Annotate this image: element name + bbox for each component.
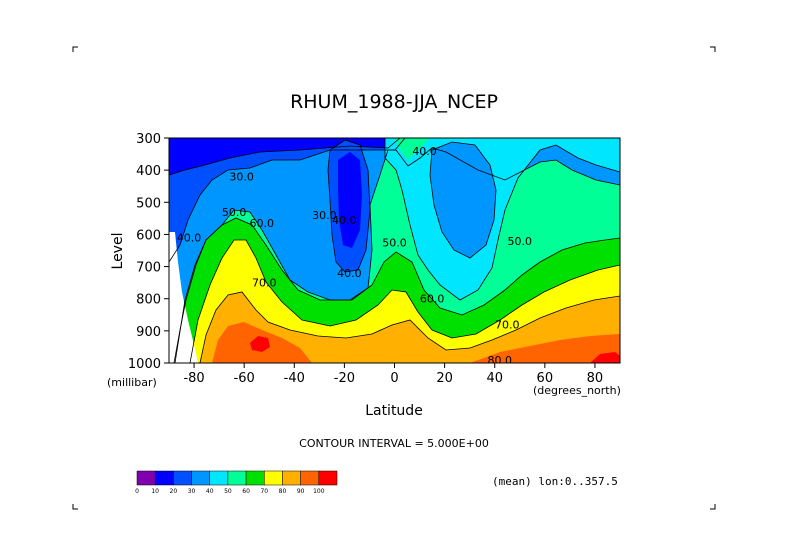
contour-label: 50.0 bbox=[508, 235, 533, 248]
band-10-20-sh bbox=[338, 152, 362, 248]
corner-marks bbox=[72, 46, 716, 510]
band-20-30-nh bbox=[430, 142, 496, 258]
colorbar-label: 50 bbox=[224, 488, 232, 495]
colorbar-swatch bbox=[154, 470, 174, 486]
contour-label: 30.0 bbox=[312, 209, 337, 222]
x-tick-label: -60 bbox=[234, 371, 255, 386]
colorbar-label: 90 bbox=[297, 488, 305, 495]
contour-label: 70.0 bbox=[252, 277, 277, 290]
contour-label: 50.0 bbox=[382, 236, 407, 249]
band-90-100-nh bbox=[470, 334, 620, 363]
contour-interval-text: CONTOUR INTERVAL = 5.000E+00 bbox=[299, 437, 489, 450]
colorbar-label: 80 bbox=[279, 488, 287, 495]
y-tick-label: 800 bbox=[136, 293, 161, 308]
colorbar-swatch bbox=[300, 470, 320, 486]
colorbar-swatch bbox=[136, 470, 156, 486]
footnote-mean-lon: (mean) lon:0..357.5 bbox=[492, 475, 618, 488]
x-tick-label: -20 bbox=[334, 371, 355, 386]
contour-label: 70.0 bbox=[495, 318, 520, 331]
colorbar-label: 10 bbox=[151, 488, 159, 495]
y-tick-label: 600 bbox=[136, 228, 161, 243]
contour-label: 50.0 bbox=[222, 206, 247, 219]
y-tick-label: 500 bbox=[136, 196, 161, 211]
x-tick-label: 20 bbox=[436, 371, 453, 386]
band-20-30 bbox=[169, 138, 620, 363]
colorbar-label: 0 bbox=[135, 488, 139, 495]
y-tick-label: 700 bbox=[136, 261, 161, 276]
band-max-sh bbox=[250, 336, 270, 352]
x-tick-label: 80 bbox=[587, 371, 604, 386]
x-tick-label: -80 bbox=[183, 371, 204, 386]
y-tick-label: 1000 bbox=[128, 357, 161, 372]
colorbar-swatch bbox=[282, 470, 301, 486]
y-axis: 300 400 500 600 700 800 900 1000 bbox=[128, 132, 169, 372]
chart-title: RHUM_1988-JJA_NCEP bbox=[290, 91, 498, 113]
y-tick-label: 900 bbox=[136, 325, 161, 340]
x-tick-label: 60 bbox=[537, 371, 554, 386]
contour-label: 40.0 bbox=[337, 267, 362, 280]
contour-label: 60.0 bbox=[249, 217, 274, 230]
contour-field: 40.030.050.040.060.070.030.040.040.050.0… bbox=[169, 138, 620, 367]
y-tick-label: 300 bbox=[136, 132, 161, 147]
colorbar-label: 20 bbox=[170, 488, 178, 495]
band-40-50-equator bbox=[395, 138, 430, 160]
colorbar: 0 10 20 30 40 50 60 70 80 90 100 bbox=[135, 470, 338, 495]
colorbar-swatch bbox=[318, 470, 338, 486]
y-tick-label: 400 bbox=[136, 164, 161, 179]
x-tick-label: 40 bbox=[486, 371, 503, 386]
contour-label: 30.0 bbox=[229, 171, 254, 184]
contour-lines bbox=[169, 138, 620, 363]
band-00-10-top bbox=[169, 138, 400, 175]
x-axis: -80 -60 -40 -20 0 20 40 60 80 bbox=[183, 363, 603, 386]
band-10-20 bbox=[169, 138, 405, 262]
colorbar-label: 30 bbox=[188, 488, 196, 495]
colorbar-label: 40 bbox=[206, 488, 214, 495]
colorbar-label: 100 bbox=[313, 488, 325, 495]
contour-label: 40.0 bbox=[177, 232, 202, 245]
contour-label: 40.0 bbox=[332, 214, 357, 227]
colorbar-swatch bbox=[245, 470, 265, 486]
colorbar-swatch bbox=[191, 470, 210, 486]
colorbar-swatch bbox=[264, 470, 283, 486]
band-80-90 bbox=[200, 292, 620, 363]
y-axis-label: Level bbox=[110, 233, 126, 270]
colorbar-swatch bbox=[173, 470, 192, 486]
x-axis-unit: (degrees_north) bbox=[533, 384, 621, 397]
x-tick-label: -40 bbox=[284, 371, 305, 386]
colorbar-label: 60 bbox=[242, 488, 250, 495]
band-max-nh bbox=[590, 352, 620, 363]
contour-label: 80.0 bbox=[487, 354, 512, 367]
colorbar-swatch bbox=[209, 470, 229, 486]
contour-label: 60.0 bbox=[420, 293, 445, 306]
x-tick-label: 0 bbox=[390, 371, 398, 386]
contour-labels: 40.030.050.040.060.070.030.040.040.050.0… bbox=[177, 145, 533, 367]
contour-label: 40.0 bbox=[412, 145, 437, 158]
colorbar-label: 70 bbox=[260, 488, 268, 495]
missing-data-region bbox=[169, 232, 198, 363]
colorbar-swatch bbox=[227, 470, 247, 486]
y-axis-unit: (millibar) bbox=[107, 376, 157, 389]
x-axis-label: Latitude bbox=[365, 403, 423, 419]
